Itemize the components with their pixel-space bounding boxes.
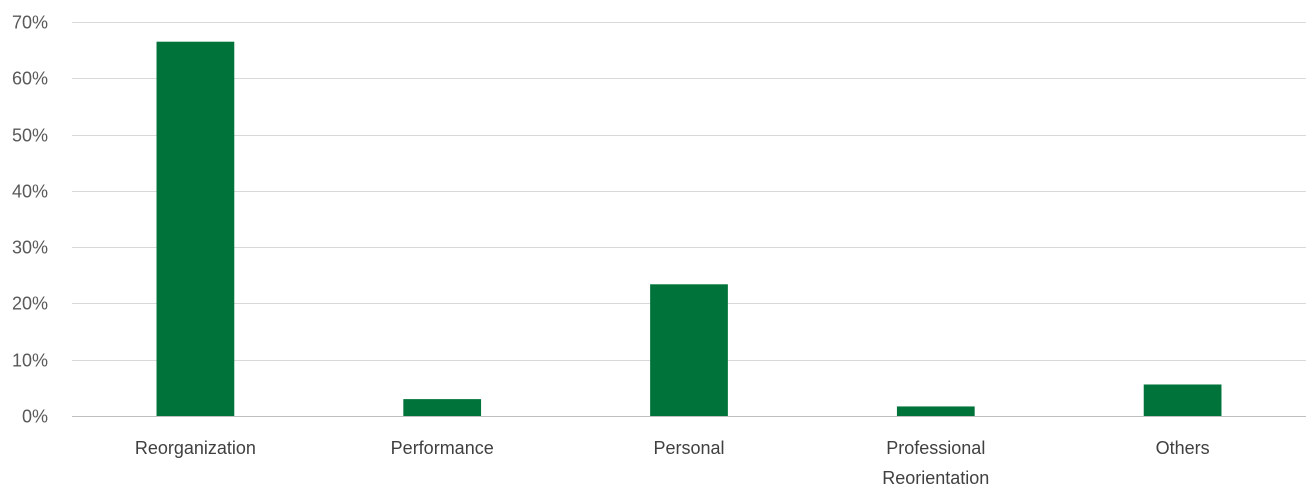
y-tick-label: 10% (12, 351, 48, 371)
x-category-label: Performance (391, 438, 494, 458)
bar (650, 284, 728, 416)
bar (1143, 384, 1222, 416)
y-tick-label: 0% (22, 407, 48, 427)
bar (403, 399, 482, 416)
y-tick-label: 60% (12, 69, 48, 89)
y-tick-label: 50% (12, 126, 48, 146)
bar (156, 41, 235, 416)
y-tick-label: 20% (12, 294, 48, 314)
x-category-label: Professional Reorientation (882, 438, 989, 488)
bars (156, 41, 1222, 416)
x-category-label: Reorganization (135, 438, 256, 458)
bar (896, 406, 975, 416)
x-axis: Reorganization Performance Personal Profess… (72, 416, 1306, 488)
x-category-label: Others (1156, 438, 1210, 458)
x-category-label: Personal (653, 438, 724, 458)
y-axis: 0% 10% 20% 30% 40% 50% 60% 70% (12, 13, 48, 427)
y-tick-label: 40% (12, 182, 48, 202)
y-tick-label: 30% (12, 238, 48, 258)
y-tick-label: 70% (12, 13, 48, 33)
gridlines (72, 22, 1306, 361)
